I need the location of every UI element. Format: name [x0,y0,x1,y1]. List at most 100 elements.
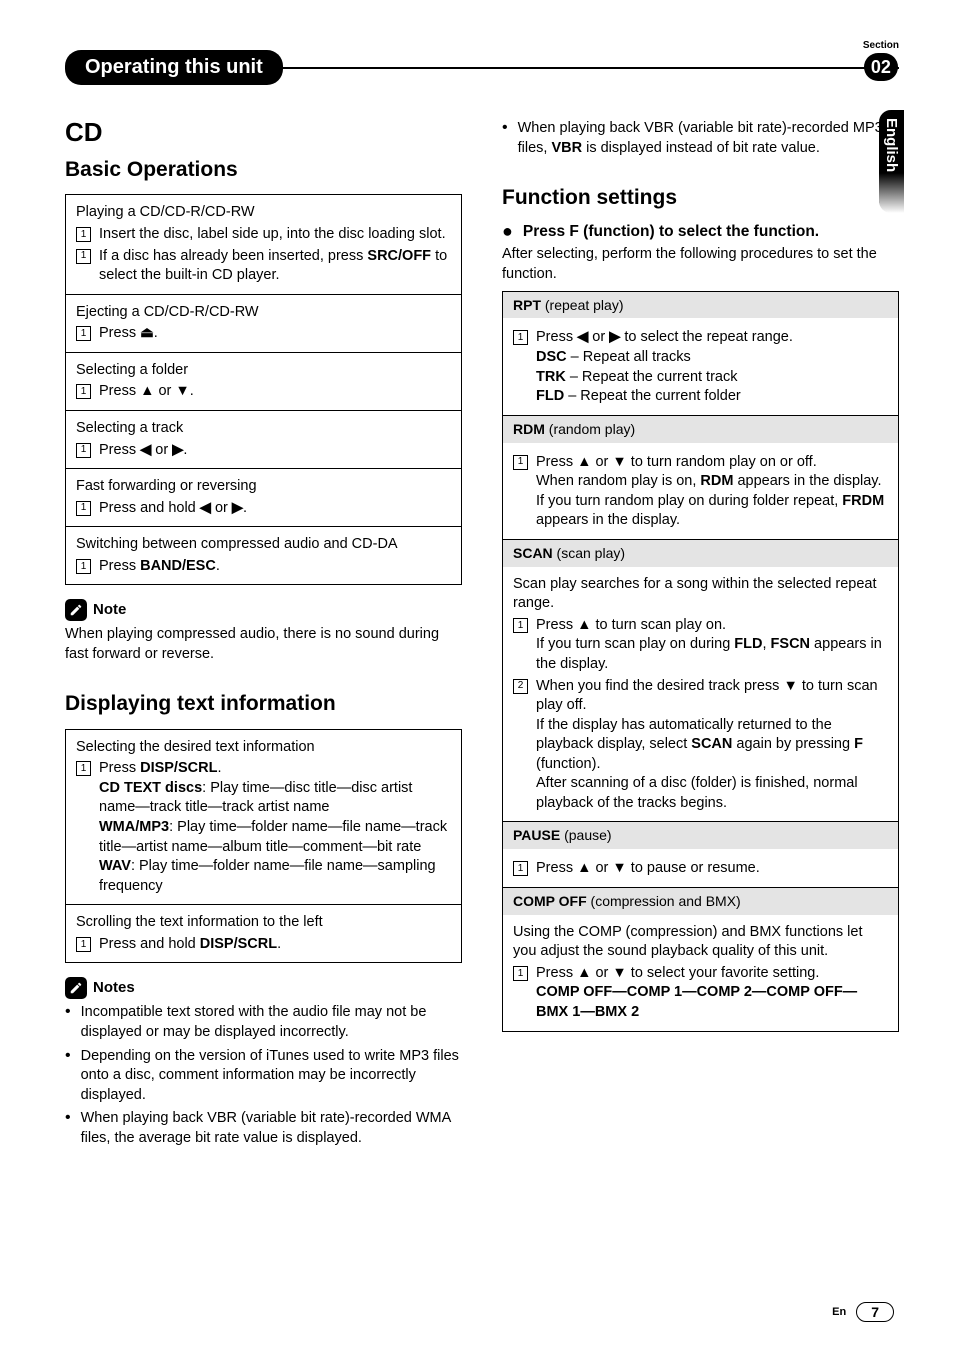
step-text: Press and hold DISP/SCRL. [99,935,451,955]
pencil-icon [65,599,87,621]
basic-operations-box: Playing a CD/CD-R/CD-RW 1 Insert the disc… [65,194,462,585]
text-line: WAV: Play time—folder name—file name—sam… [99,857,451,896]
step-number: 1 [76,227,91,242]
function-settings-heading: Function settings [502,184,899,212]
note-header: Note [65,599,462,621]
list-item: When playing back VBR (variable bit rate… [502,119,899,158]
function-lead: ●Press F (function) to select the functi… [502,222,899,243]
table-row: Using the COMP (compression) and BMX fun… [503,915,898,1031]
table-row: Scrolling the text information to the le… [66,905,461,962]
chapter-title: Operating this unit [65,50,283,85]
text-line: If the display has automatically returne… [536,716,888,775]
function-after: After selecting, perform the following p… [502,245,899,284]
list-item: Incompatible text stored with the audio … [65,1003,462,1042]
table-row: Scan play searches for a song within the… [503,567,898,823]
text-line: If you turn scan play on during FLD, FSC… [536,635,888,674]
text-line: If you turn random play on during folder… [536,492,888,531]
displaying-text-box: Selecting the desired text information 1… [65,729,462,964]
text-line: WMA/MP3: Play time—folder name—file name… [99,818,451,857]
step-number: 1 [76,443,91,458]
right-column: When playing back VBR (variable bit rate… [502,115,899,1152]
text-line: COMP OFF—COMP 1—COMP 2—COMP OFF—BMX 1—BM… [536,983,888,1022]
cell-title: Selecting the desired text information [76,738,451,758]
step-number: 1 [513,618,528,633]
step-number: 1 [513,861,528,876]
cell-title: Selecting a folder [76,361,451,381]
step-text: Press ⏏. [99,324,451,344]
step-number: 1 [76,384,91,399]
table-row: Selecting a track 1 Press ◀ or ▶. [66,411,461,469]
cell-title: Switching between compressed audio and C… [76,535,451,555]
step-text: Press DISP/SCRL. [99,759,451,779]
chapter-header: Operating this unit [65,50,899,85]
table-row: Switching between compressed audio and C… [66,527,461,584]
function-settings-box: RPT (repeat play) 1 Press ◀ or ▶ to selec… [502,291,899,1032]
table-row: Selecting the desired text information 1… [66,730,461,906]
table-row: Playing a CD/CD-R/CD-RW 1 Insert the disc… [66,195,461,294]
step-text: Insert the disc, label side up, into the… [99,225,451,245]
cell-title: Selecting a track [76,419,451,439]
list-item: When playing back VBR (variable bit rate… [65,1109,462,1148]
text-line: Scan play searches for a song within the… [513,575,888,614]
pencil-icon [65,977,87,999]
text-line: DSC – Repeat all tracks [536,348,888,368]
list-item: Depending on the version of iTunes used … [65,1047,462,1106]
chapter-rule [279,67,899,69]
step-text: Press ▲ to turn scan play on. [536,616,888,636]
table-row: 1 Press ▲ or ▼ to pause or resume. [503,849,898,888]
step-number: 1 [513,455,528,470]
text-line: TRK – Repeat the current track [536,368,888,388]
step-number: 1 [76,761,91,776]
notes-title: Notes [93,978,135,998]
table-row: 1 Press ▲ or ▼ to turn random play on or … [503,443,898,540]
group-header-rpt: RPT (repeat play) [503,292,898,319]
text-line: When random play is on, RDM appears in t… [536,472,888,492]
language-label: English [883,118,900,172]
text-line: Using the COMP (compression) and BMX fun… [513,923,888,962]
step-text: Press ▲ or ▼ to pause or resume. [536,859,888,879]
text-line: After scanning of a disc (folder) is fin… [536,774,888,813]
step-number: 1 [76,326,91,341]
notes-list: Incompatible text stored with the audio … [65,1003,462,1148]
footer-lang: En [832,1306,846,1318]
step-text: If a disc has already been inserted, pre… [99,247,451,286]
group-header-comp: COMP OFF (compression and BMX) [503,888,898,915]
step-text: Press ◀ or ▶ to select the repeat range. [536,328,888,348]
text-line: FLD – Repeat the current folder [536,387,888,407]
note-body: When playing compressed audio, there is … [65,625,462,664]
section-number: 02 [864,53,898,81]
basic-operations-heading: Basic Operations [65,156,462,184]
group-header-pause: PAUSE (pause) [503,822,898,849]
step-text: Press ◀ or ▶. [99,441,451,461]
top-bullet-list: When playing back VBR (variable bit rate… [502,119,899,158]
step-number: 1 [513,330,528,345]
step-text: Press ▲ or ▼. [99,382,451,402]
cell-title: Playing a CD/CD-R/CD-RW [76,203,451,223]
note-title: Note [93,600,126,620]
table-row: 1 Press ◀ or ▶ to select the repeat range… [503,318,898,415]
step-text: Press ▲ or ▼ to turn random play on or o… [536,453,888,473]
step-text: Press and hold ◀ or ▶. [99,499,451,519]
page-footer: En 7 [832,1302,894,1322]
notes-header: Notes [65,977,462,999]
bullet-icon: ● [502,222,513,243]
step-text: When you find the desired track press ▼ … [536,677,888,716]
cell-title: Ejecting a CD/CD-R/CD-RW [76,303,451,323]
step-number: 1 [76,937,91,952]
step-number: 1 [76,559,91,574]
group-header-scan: SCAN (scan play) [503,540,898,567]
language-tab: English [879,110,904,212]
group-header-rdm: RDM (random play) [503,416,898,443]
table-row: Selecting a folder 1 Press ▲ or ▼. [66,353,461,411]
left-column: CD Basic Operations Playing a CD/CD-R/CD… [65,115,462,1152]
step-number: 1 [513,966,528,981]
displaying-text-heading: Displaying text information [65,690,462,718]
step-number: 1 [76,249,91,264]
step-number: 2 [513,679,528,694]
section-badge: Section 02 [863,40,899,81]
text-line: CD TEXT discs: Play time—disc title—disc… [99,779,451,818]
page-number: 7 [856,1302,894,1322]
cd-heading: CD [65,115,462,150]
step-text: Press ▲ or ▼ to select your favorite set… [536,964,888,984]
cell-title: Fast forwarding or reversing [76,477,451,497]
